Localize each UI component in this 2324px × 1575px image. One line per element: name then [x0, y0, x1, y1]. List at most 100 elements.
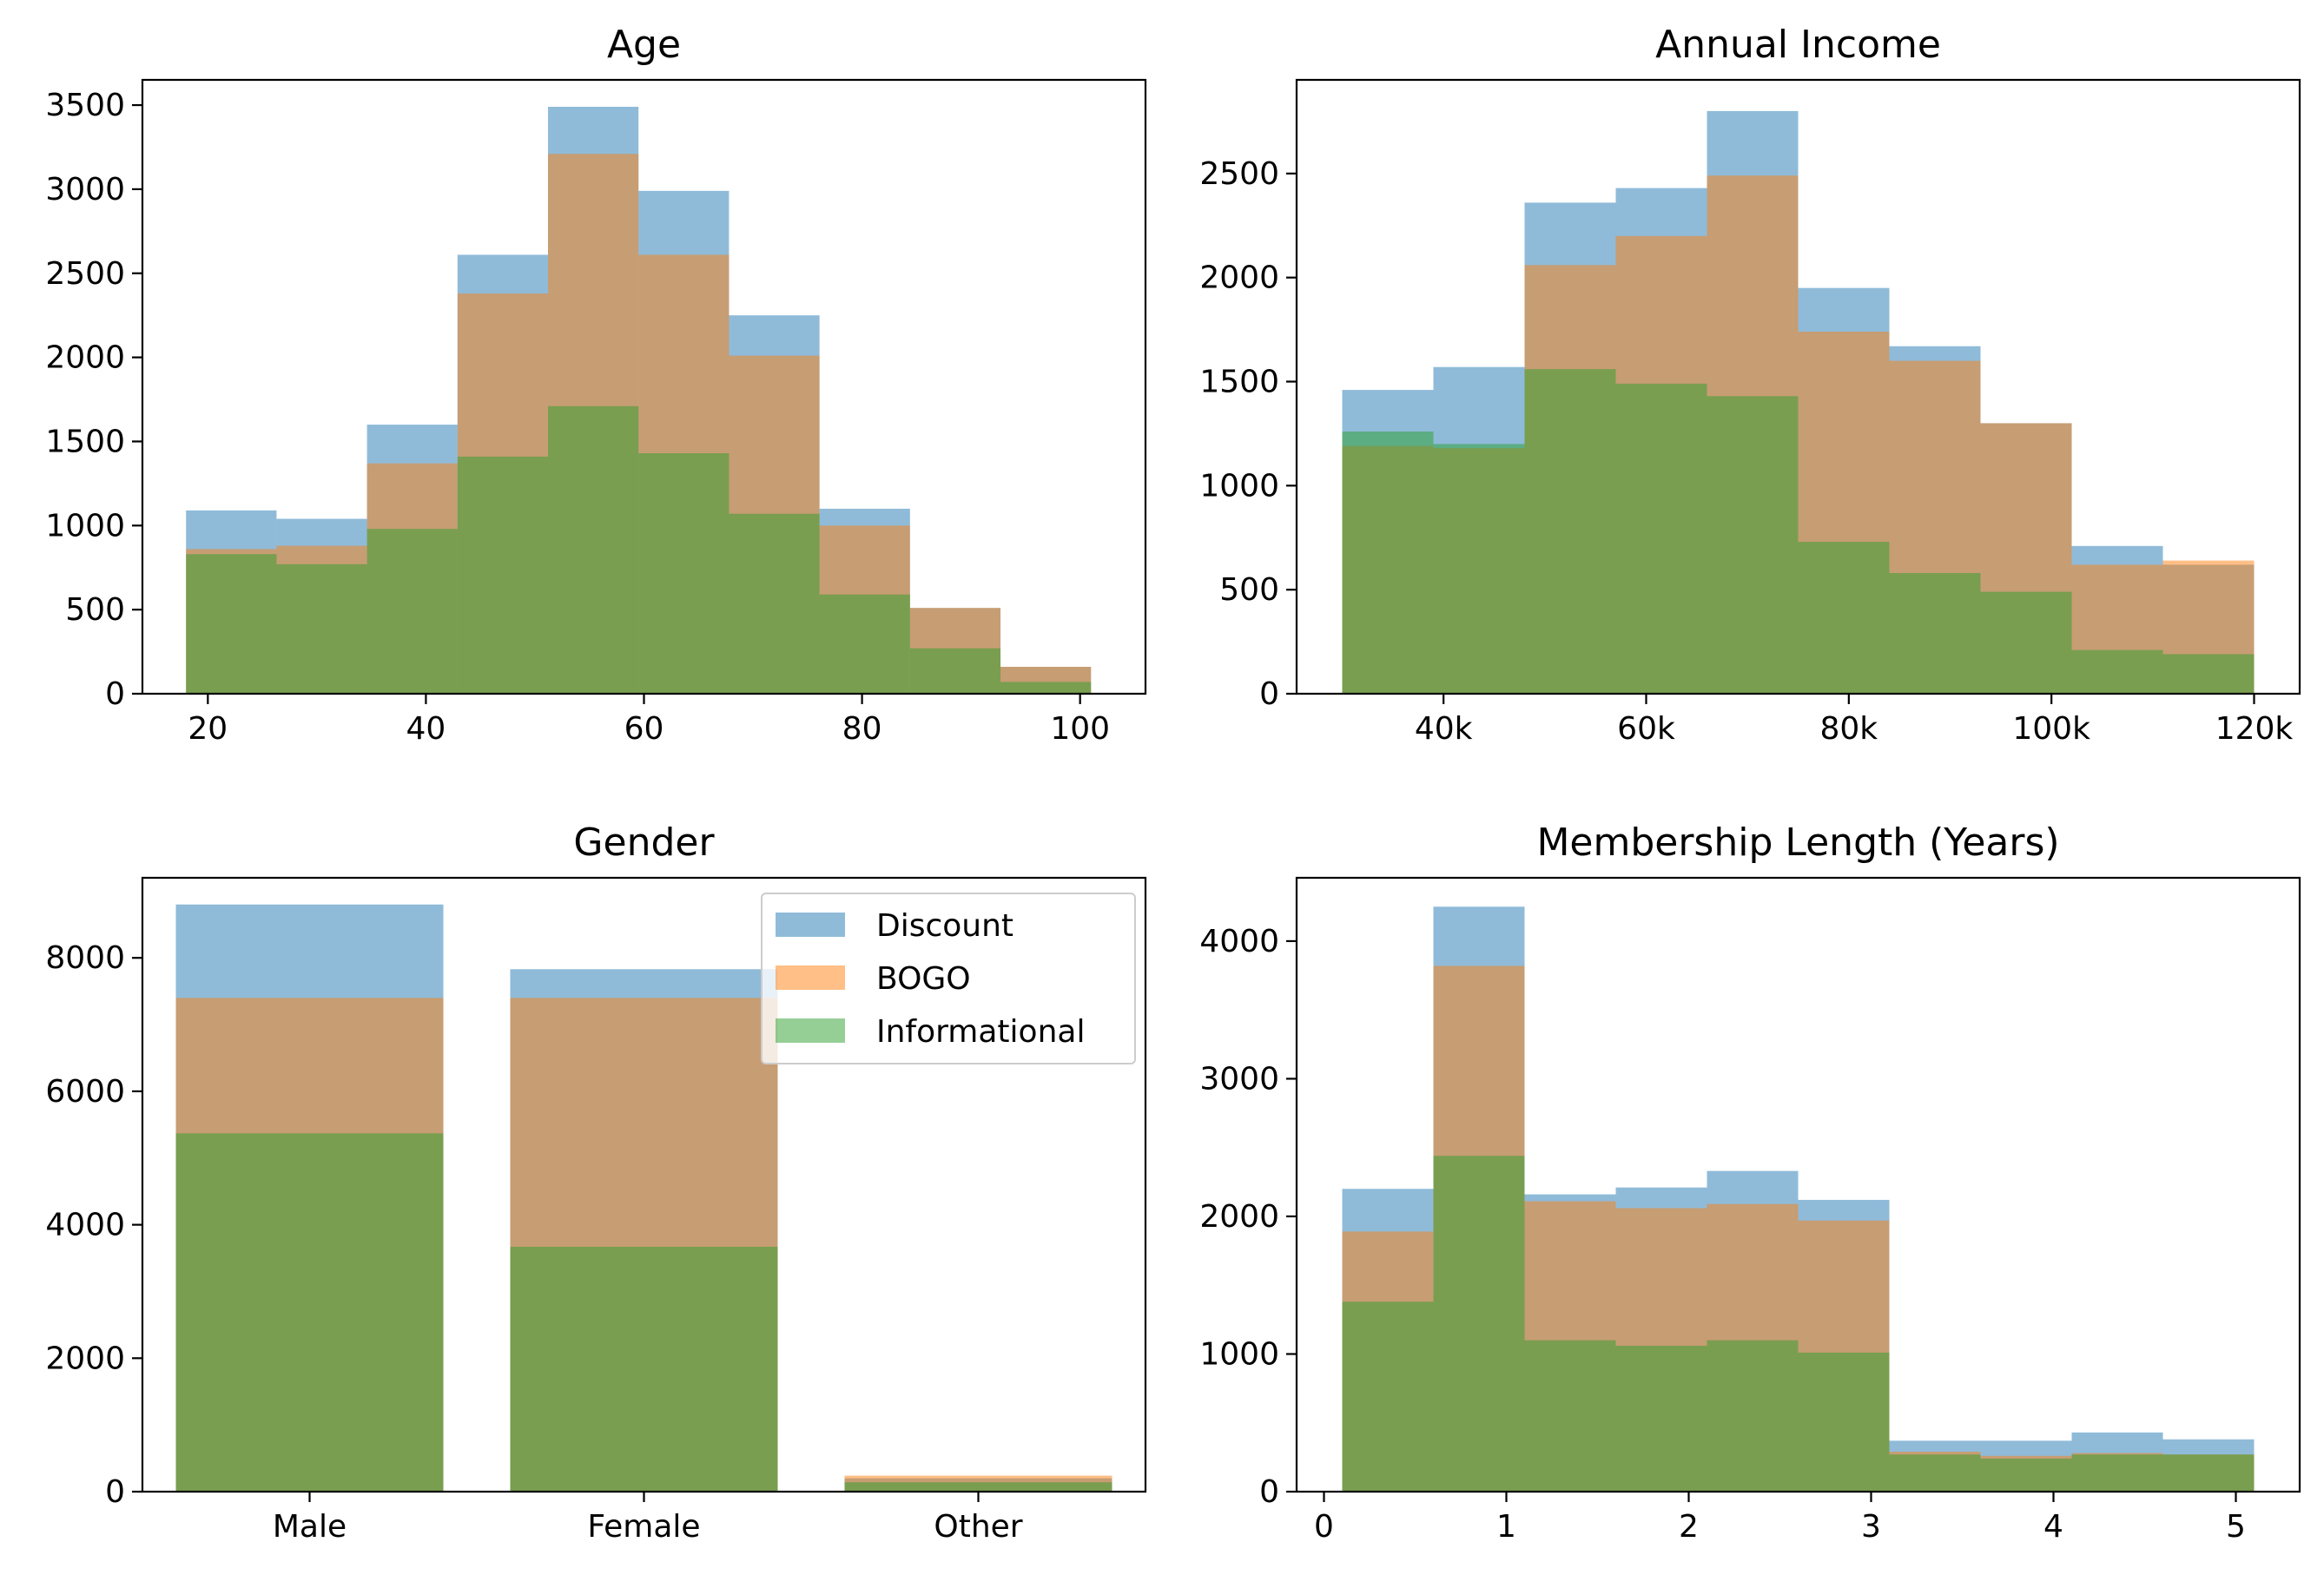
- ytick-label: 500: [1219, 572, 1279, 608]
- bar-informational-0: [186, 554, 277, 694]
- membership-axes-frame: [1295, 876, 2301, 1493]
- gender-title: Gender: [573, 820, 715, 865]
- series-informational: [1342, 1156, 2255, 1492]
- legend-swatch-informational: [776, 1018, 845, 1043]
- legend-entry-informational: Informational: [776, 1014, 1085, 1050]
- bar-informational-8: [2071, 649, 2163, 694]
- chart-annual-income: 0 500 1000 1500 2000 2500 40k 60k 80k 100k 120k An…: [1199, 23, 2301, 747]
- legend-label-bogo: BOGO: [876, 961, 971, 997]
- series-informational: [175, 1133, 1112, 1492]
- bar-informational-1: [1433, 1156, 1525, 1492]
- bar-informational-5: [1798, 542, 1890, 694]
- chart-membership-length: 0 1000 2000 3000 4000 0 1 2 3 4 5 Membership Lengt…: [1199, 820, 2301, 1545]
- xtick-label: 80k: [1820, 711, 1878, 747]
- gender-ticks: 0 2000 4000 6000 8000 Male Female Other: [45, 940, 1022, 1545]
- bar-informational-4: [1707, 1340, 1799, 1492]
- legend-box: [761, 893, 1136, 1064]
- xtick-label: 5: [2226, 1509, 2246, 1545]
- xtick-label-other: Other: [934, 1509, 1022, 1545]
- ytick-label: 1000: [1199, 468, 1279, 504]
- income-title: Annual Income: [1655, 23, 1941, 67]
- ytick-label: 2500: [45, 256, 125, 292]
- bar-informational-3: [1615, 383, 1707, 694]
- bar-informational-1: [510, 1246, 778, 1492]
- bar-informational-4: [1707, 396, 1799, 694]
- bar-informational-9: [1000, 682, 1092, 694]
- ytick-label: 3000: [1199, 1061, 1279, 1097]
- ytick-label: 1000: [1199, 1336, 1279, 1372]
- xtick-label: 20: [188, 711, 228, 747]
- ytick-label: 1500: [45, 424, 125, 459]
- xtick-label: 60: [624, 711, 664, 747]
- legend-swatch-discount: [776, 913, 845, 937]
- bar-informational-7: [819, 594, 910, 694]
- bar-informational-9: [2162, 1454, 2255, 1492]
- membership-title: Membership Length (Years): [1536, 820, 2059, 865]
- ytick-label: 2000: [1199, 260, 1279, 296]
- xtick-label: 1: [1496, 1509, 1516, 1545]
- legend: Discount BOGO Informational: [761, 893, 1136, 1064]
- ytick-label: 8000: [45, 940, 125, 976]
- xtick-label: 40k: [1415, 711, 1473, 747]
- legend-swatch-bogo: [776, 965, 845, 990]
- legend-label-informational: Informational: [876, 1014, 1085, 1050]
- ytick-label: 0: [105, 676, 125, 712]
- xtick-label: 100k: [2012, 711, 2090, 747]
- bar-informational-6: [729, 513, 820, 694]
- xtick-label: 100: [1050, 711, 1110, 747]
- ytick-label: 0: [1259, 676, 1279, 712]
- income-axes-frame: [1295, 78, 2301, 695]
- income-bars: [1342, 110, 2255, 695]
- membership-ticks: 0 1000 2000 3000 4000 0 1 2 3 4 5: [1199, 924, 2246, 1545]
- series-informational: [1342, 369, 2255, 694]
- age-ticks: 0 500 1000 1500 2000 2500 3000 3500 20 40 60 80 100: [45, 88, 1110, 747]
- bar-informational-0: [1342, 1302, 1434, 1492]
- ytick-label: 500: [65, 592, 125, 628]
- ytick-label: 4000: [45, 1208, 125, 1243]
- gender-bars: [175, 904, 1112, 1492]
- bar-informational-4: [548, 405, 639, 694]
- bar-informational-7: [1980, 1458, 2072, 1492]
- bar-informational-8: [909, 648, 1001, 694]
- ytick-label: 2000: [45, 1341, 125, 1376]
- ytick-label: 1000: [45, 508, 125, 544]
- age-bars: [186, 106, 1092, 695]
- ytick-label: 6000: [45, 1074, 125, 1110]
- ytick-label: 1500: [1199, 365, 1279, 400]
- ytick-label: 2500: [1199, 156, 1279, 192]
- xtick-label: 60k: [1617, 711, 1675, 747]
- ytick-label: 2000: [1199, 1199, 1279, 1235]
- bar-informational-2: [366, 529, 458, 694]
- bar-informational-5: [638, 453, 730, 694]
- bar-informational-3: [1615, 1345, 1707, 1492]
- series-informational: [186, 405, 1092, 694]
- xtick-label: 40: [406, 711, 446, 747]
- ytick-label: 4000: [1199, 924, 1279, 959]
- xtick-label: 4: [2043, 1509, 2063, 1545]
- bar-informational-2: [844, 1482, 1112, 1492]
- bar-informational-6: [1889, 573, 1981, 694]
- xtick-label: 80: [842, 711, 882, 747]
- xtick-label: 120k: [2215, 711, 2294, 747]
- bar-informational-0: [1342, 432, 1434, 694]
- bar-informational-8: [2071, 1454, 2163, 1492]
- legend-entry-bogo: BOGO: [776, 961, 971, 997]
- ytick-label: 3000: [45, 172, 125, 208]
- income-ticks: 0 500 1000 1500 2000 2500 40k 60k 80k 100k 120k: [1199, 156, 2293, 747]
- bar-informational-1: [276, 563, 367, 694]
- membership-bars: [1342, 906, 2255, 1492]
- legend-entry-discount: Discount: [776, 908, 1013, 944]
- bar-informational-7: [1980, 591, 2072, 694]
- legend-label-discount: Discount: [876, 908, 1013, 944]
- bar-informational-1: [1433, 444, 1525, 694]
- age-title: Age: [607, 23, 681, 67]
- bar-informational-2: [1524, 1340, 1616, 1492]
- bar-informational-2: [1524, 369, 1616, 694]
- xtick-label: 3: [1861, 1509, 1881, 1545]
- bar-informational-5: [1798, 1352, 1890, 1492]
- ytick-label: 3500: [45, 88, 125, 123]
- bar-informational-0: [175, 1133, 444, 1492]
- xtick-label: 2: [1679, 1509, 1699, 1545]
